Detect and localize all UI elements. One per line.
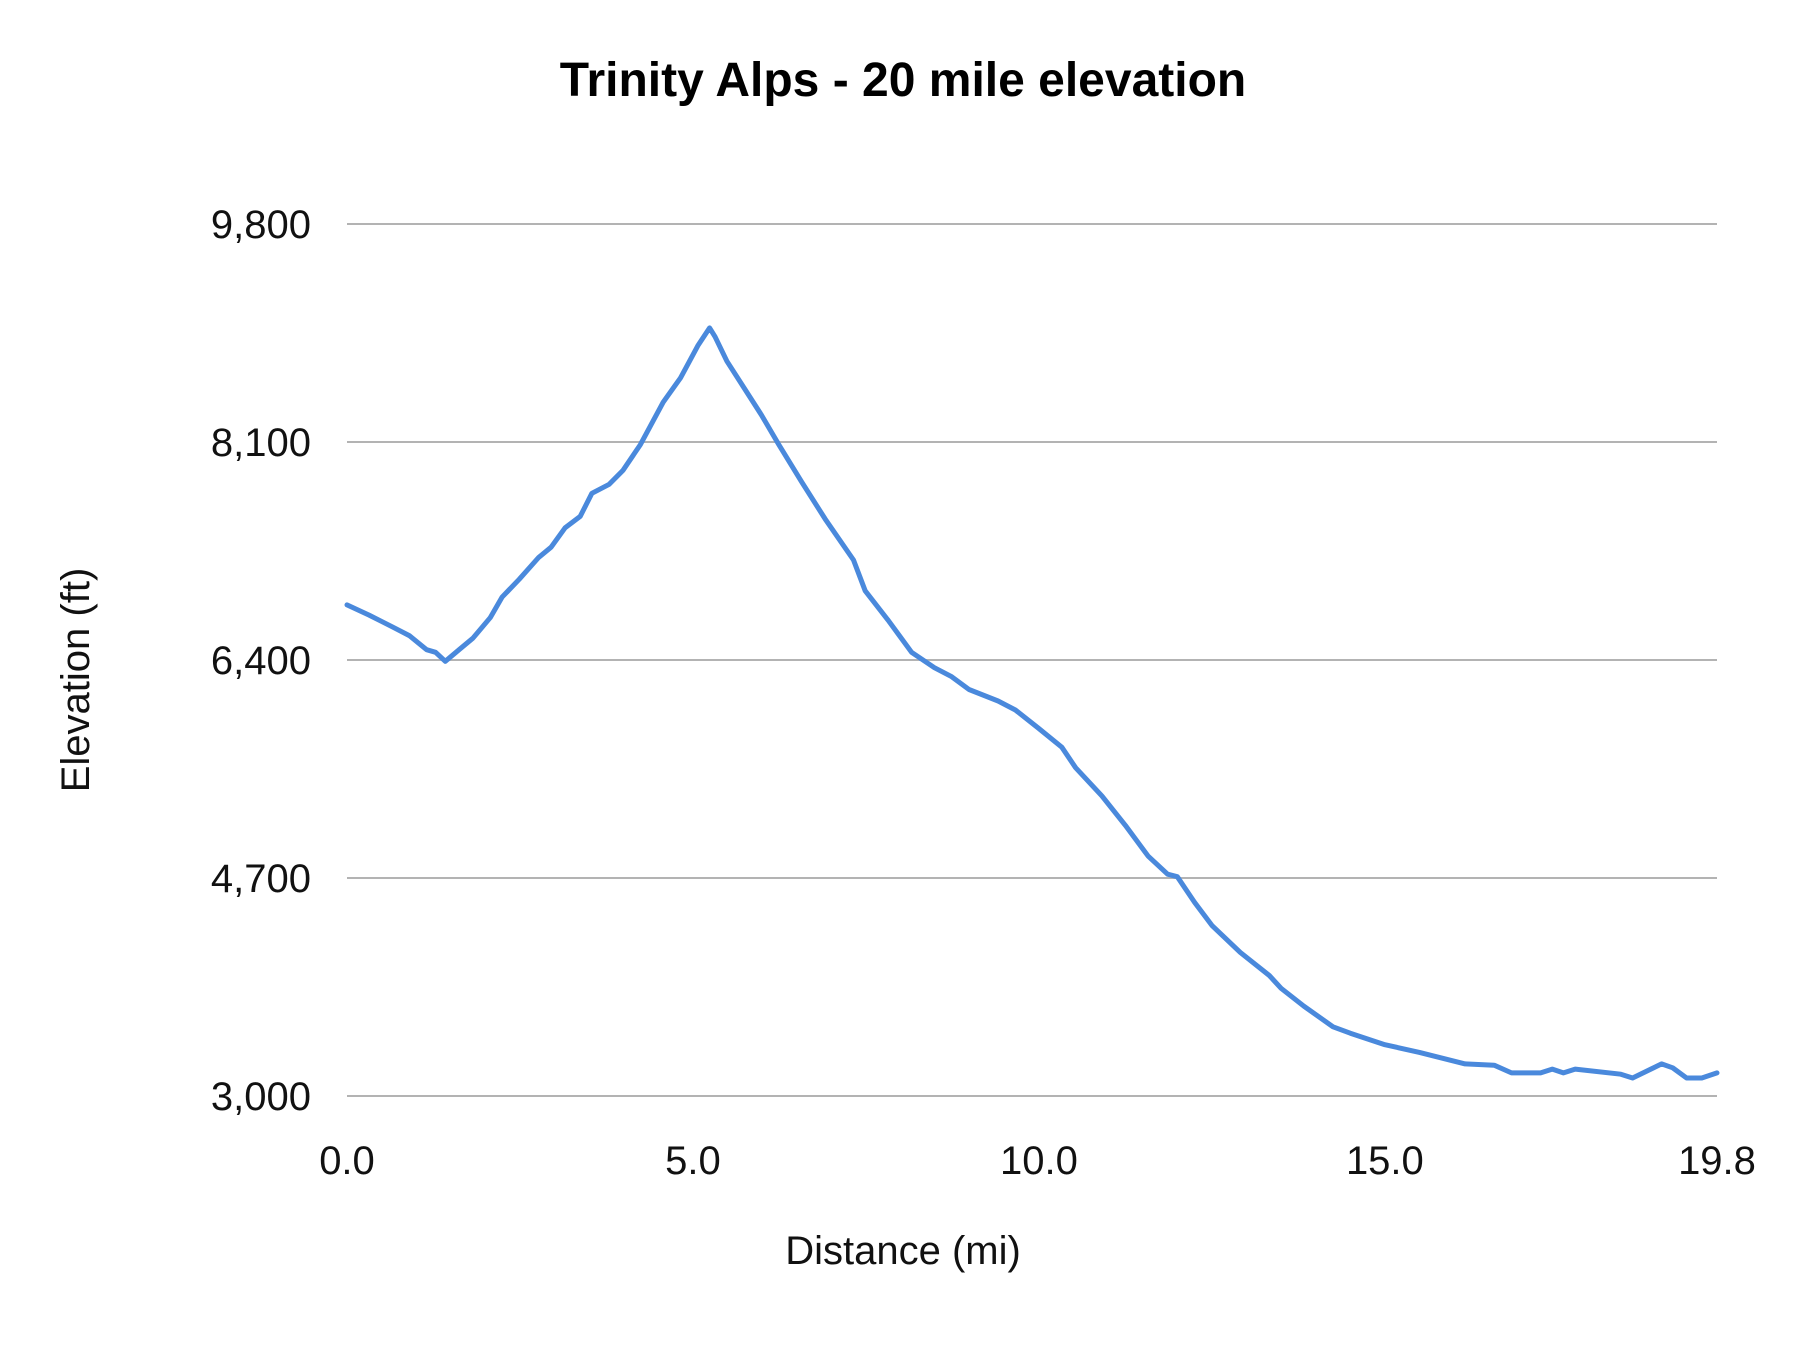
x-tick-label: 0.0 bbox=[319, 1139, 375, 1183]
x-tick-label: 19.8 bbox=[1678, 1139, 1756, 1183]
x-tick-label: 5.0 bbox=[665, 1139, 721, 1183]
elevation-line bbox=[344, 325, 1720, 1081]
elevation-series bbox=[344, 325, 1720, 1081]
y-tick-label: 9,800 bbox=[211, 203, 311, 247]
y-tick-label: 6,400 bbox=[211, 639, 311, 683]
y-axis-ticks: 3,000 4,700 6,400 8,100 9,800 bbox=[211, 203, 311, 1119]
x-axis-title: Distance (mi) bbox=[785, 1229, 1021, 1273]
x-tick-label: 15.0 bbox=[1346, 1139, 1424, 1183]
y-axis-title: Elevation (ft) bbox=[54, 568, 98, 793]
x-axis-ticks: 0.0 5.0 10.0 15.0 19.8 bbox=[319, 1139, 1756, 1183]
y-tick-label: 4,700 bbox=[211, 857, 311, 901]
x-tick-label: 10.0 bbox=[1000, 1139, 1078, 1183]
y-tick-label: 3,000 bbox=[211, 1075, 311, 1119]
y-tick-label: 8,100 bbox=[211, 421, 311, 465]
chart-title: Trinity Alps - 20 mile elevation bbox=[560, 54, 1246, 107]
gridlines bbox=[347, 223, 1717, 1097]
